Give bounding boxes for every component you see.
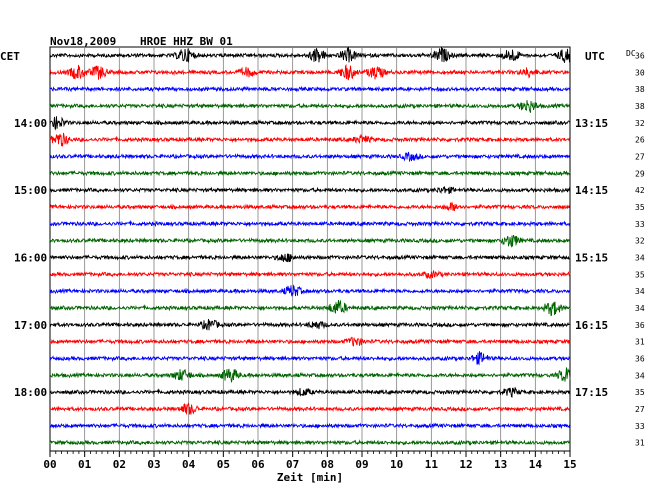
trace-line xyxy=(49,47,571,63)
dc-offset-label: 31 xyxy=(635,439,645,448)
trace-line xyxy=(49,438,571,447)
left-hour-label: 14:00 xyxy=(14,117,47,130)
dc-offset-label: 34 xyxy=(635,371,645,380)
dc-offset-label: 29 xyxy=(635,169,645,178)
trace-line xyxy=(49,336,571,347)
header-station: HROE HHZ BW 01 xyxy=(140,35,233,48)
trace-line xyxy=(49,220,571,228)
trace-line xyxy=(49,63,571,81)
x-axis-label: Zeit [min] xyxy=(277,471,343,484)
x-tick-label: 11 xyxy=(425,458,439,471)
right-hour-label: 17:15 xyxy=(575,386,608,399)
x-tick-label: 07 xyxy=(286,458,299,471)
trace-line xyxy=(49,85,571,93)
trace-line xyxy=(49,351,571,366)
trace-line xyxy=(49,299,571,316)
x-tick-label: 05 xyxy=(217,458,230,471)
dc-offset-label: 36 xyxy=(635,321,645,330)
trace-line xyxy=(49,367,571,383)
dc-offset-label: 34 xyxy=(635,304,645,313)
left-hour-label: 15:00 xyxy=(14,184,47,197)
dc-offset-label: 33 xyxy=(635,422,645,431)
trace-line xyxy=(49,318,571,331)
dc-offset-label: 33 xyxy=(635,220,645,229)
trace-line xyxy=(49,186,571,195)
right-hour-label: 15:15 xyxy=(575,251,608,264)
x-tick-label: 04 xyxy=(182,458,196,471)
x-tick-label: 13 xyxy=(494,458,507,471)
trace-line xyxy=(49,270,571,280)
x-tick-label: 08 xyxy=(321,458,334,471)
x-tick-label: 15 xyxy=(563,458,576,471)
dc-offset-label: 38 xyxy=(635,85,645,94)
trace-line xyxy=(50,253,571,263)
header-date: Nov18,2009 xyxy=(50,35,117,48)
left-hour-label: 18:00 xyxy=(14,386,47,399)
trace-line xyxy=(49,422,571,430)
x-tick-label: 06 xyxy=(251,458,265,471)
x-tick-label: 10 xyxy=(390,458,403,471)
dc-offset-label: 38 xyxy=(635,102,645,111)
dc-label: DC xyxy=(626,49,636,58)
x-tick-label: 02 xyxy=(113,458,126,471)
dc-offset-label: 42 xyxy=(635,186,645,195)
dc-offset-label: 34 xyxy=(635,253,645,262)
left-hour-label: 17:00 xyxy=(14,319,47,332)
dc-offset-label: 30 xyxy=(635,68,645,77)
dc-offset-label: 35 xyxy=(635,388,645,397)
dc-offset-label: 32 xyxy=(635,119,645,128)
trace-line xyxy=(49,284,571,297)
trace-line xyxy=(49,100,571,113)
dc-offset-label: 36 xyxy=(635,51,645,60)
dc-offset-label: 32 xyxy=(635,237,645,246)
left-zone-label: CET xyxy=(0,50,20,63)
trace-line xyxy=(49,386,571,398)
dc-offset-label: 35 xyxy=(635,203,645,212)
dc-offset-label: 27 xyxy=(635,152,645,161)
right-hour-label: 14:15 xyxy=(575,184,608,197)
trace-line xyxy=(49,169,571,177)
trace-line xyxy=(49,234,571,249)
dc-offset-label: 36 xyxy=(635,354,645,363)
dc-offset-label: 27 xyxy=(635,405,645,414)
dc-offset-label: 34 xyxy=(635,287,645,296)
x-tick-label: 01 xyxy=(78,458,92,471)
trace-line xyxy=(49,402,571,415)
dc-offset-label: 35 xyxy=(635,270,645,279)
dc-offset-label: 26 xyxy=(635,136,645,145)
left-hour-label: 16:00 xyxy=(14,251,47,264)
trace-line xyxy=(49,132,571,147)
trace-line xyxy=(49,116,571,131)
x-tick-label: 03 xyxy=(147,458,160,471)
right-hour-label: 13:15 xyxy=(575,117,608,130)
dc-offset-label: 31 xyxy=(635,338,645,347)
trace-line xyxy=(49,201,571,212)
right-hour-label: 16:15 xyxy=(575,319,608,332)
x-tick-label: 12 xyxy=(459,458,472,471)
x-tick-label: 09 xyxy=(355,458,368,471)
x-tick-label: 00 xyxy=(43,458,56,471)
x-tick-label: 14 xyxy=(529,458,543,471)
right-zone-label: UTC xyxy=(585,50,605,63)
trace-line xyxy=(49,151,571,163)
